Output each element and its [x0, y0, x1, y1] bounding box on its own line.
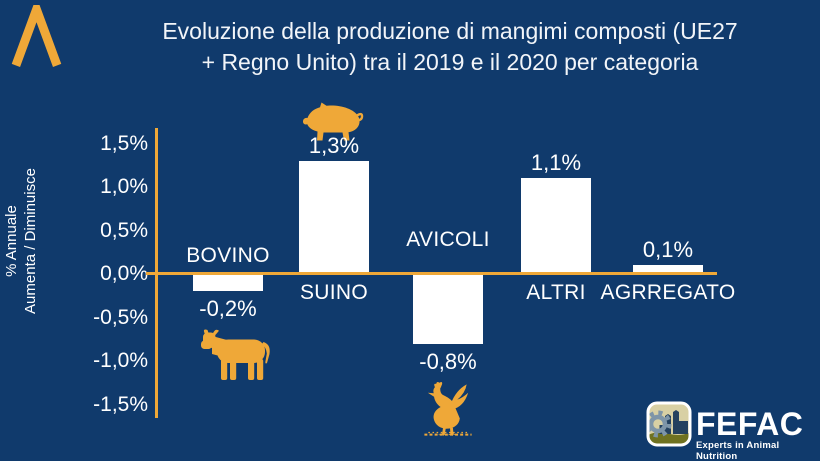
y-tick-label-3: 0,0%: [100, 262, 148, 285]
value-label-bovino: -0,2%: [199, 296, 257, 321]
fefac-tagline: Experts in Animal Nutrition: [696, 440, 780, 461]
value-label-avicoli: -0,8%: [419, 349, 477, 374]
caret-logo-icon: [11, 5, 62, 67]
category-label-agrregato: AGRREGATO: [600, 281, 736, 304]
y-tick-label-0: 1,5%: [100, 131, 148, 155]
fefac-logo: FEFAC Experts in Animal Nutrition: [646, 401, 820, 461]
chart-title-line2: + Regno Unito) tra il 2019 e il 2020 per…: [201, 49, 699, 75]
bar-altri: [521, 178, 591, 274]
fefac-logo-text: FEFAC Experts in Animal Nutrition: [696, 401, 820, 461]
zero-tick-mark: [146, 272, 155, 275]
y-tick-label-1: 1,0%: [100, 175, 148, 198]
fefac-name: FEFAC: [696, 406, 804, 442]
value-label-altri: 1,1%: [530, 150, 582, 175]
bar-avicoli: [413, 274, 483, 344]
category-label-bovino: BOVINO: [186, 244, 270, 267]
y-tick-label-5: -1,0%: [93, 349, 148, 372]
category-label-avicoli: AVICOLI: [406, 228, 490, 251]
bar-agrregato: [633, 265, 703, 274]
y-tick-label-2: 0,5%: [100, 218, 148, 242]
y-tick-label-4: -0,5%: [93, 305, 148, 329]
y-axis-title-line2: Aumenta / Diminuisce: [22, 168, 39, 314]
y-axis-title-line1: % Annuale: [3, 205, 20, 277]
category-label-suino: SUINO: [299, 281, 368, 304]
zero-baseline: [155, 272, 717, 275]
bar-suino: [299, 161, 369, 274]
category-label-altri: ALTRI: [526, 281, 586, 304]
chart-title: Evoluzione della produzione di mangimi c…: [95, 16, 805, 78]
cow-icon: [201, 329, 270, 380]
y-axis-title: % Annuale Aumenta / Diminuisce: [2, 161, 40, 321]
chart-title-line1: Evoluzione della produzione di mangimi c…: [162, 18, 738, 44]
pig-icon: [303, 102, 364, 141]
rooster-icon: [424, 381, 472, 437]
value-label-agrregato: 0,1%: [642, 237, 694, 262]
value-label-suino: 1,3%: [308, 133, 360, 158]
bar-bovino: [193, 274, 263, 291]
y-tick-label-6: -1,5%: [93, 392, 148, 416]
fefac-logo-icon: [646, 401, 692, 447]
